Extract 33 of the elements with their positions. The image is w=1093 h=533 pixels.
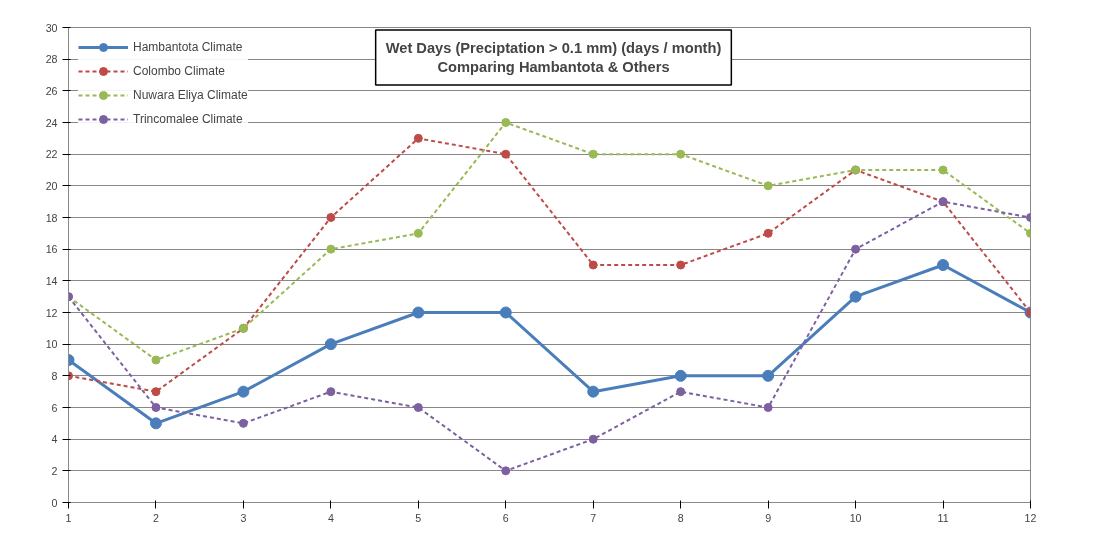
y-tick-label: 22 — [45, 148, 58, 161]
x-tick-label: 11 — [937, 511, 949, 524]
x-tick-label: 8 — [677, 511, 684, 524]
y-tick-label: 14 — [45, 274, 58, 287]
x-tick-label: 2 — [152, 511, 159, 524]
x-tick-label: 5 — [415, 511, 422, 524]
x-tick-label: 7 — [590, 511, 597, 524]
x-tick-label: 9 — [765, 511, 772, 524]
legend-label: Trincomalee Climate — [133, 112, 243, 126]
y-tick-label: 0 — [51, 496, 58, 509]
y-tick-label: 18 — [45, 211, 58, 224]
legend-label: Nuwara Eliya Climate — [133, 88, 248, 102]
y-tick-label: 4 — [51, 433, 58, 446]
x-tick-label: 12 — [1024, 511, 1037, 524]
y-tick-label: 26 — [45, 84, 58, 97]
legend-label: Hambantota Climate — [133, 40, 243, 54]
x-tick-label: 6 — [502, 511, 509, 524]
y-tick-label: 16 — [45, 243, 58, 256]
y-tick-label: 20 — [45, 179, 58, 192]
x-tick-label: 1 — [65, 511, 72, 524]
y-tick-label: 10 — [45, 338, 58, 351]
y-tick-label: 6 — [51, 401, 58, 414]
y-tick-label: 8 — [51, 369, 58, 382]
y-tick-label: 12 — [45, 306, 58, 319]
legend-label: Colombo Climate — [133, 64, 226, 78]
y-tick-label: 30 — [45, 21, 58, 34]
x-tick-label: 10 — [849, 511, 862, 524]
y-tick-label: 24 — [45, 116, 58, 129]
y-tick-label: 28 — [45, 53, 58, 66]
x-tick-label: 3 — [240, 511, 247, 524]
y-tick-label: 2 — [51, 464, 58, 477]
text: Wet Days (Preciptation > 0.1 mm) (days / month) Comparing Hambantota & Others — [385, 39, 722, 76]
x-tick-label: 4 — [327, 511, 334, 524]
